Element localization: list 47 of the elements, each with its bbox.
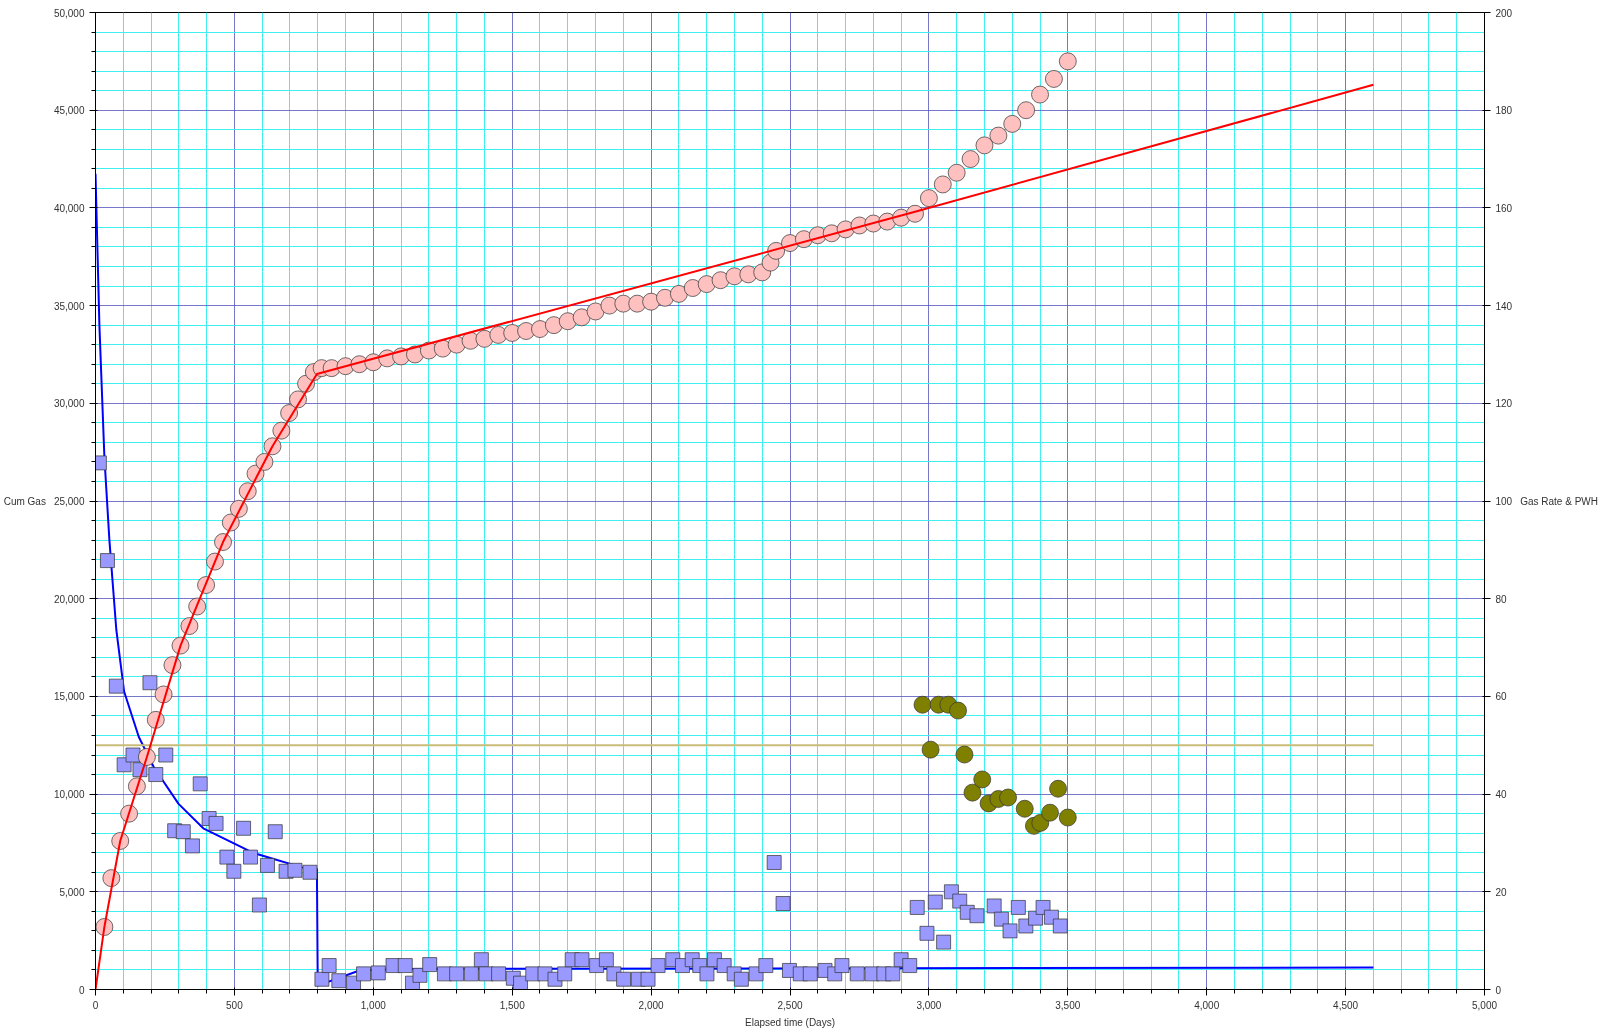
- x-tick-label: 5,000: [1471, 999, 1498, 1011]
- y2-tick-label: 40: [1495, 789, 1508, 801]
- y-tick-label: 15,000: [53, 691, 85, 703]
- x-tick-label: 2,500: [777, 999, 803, 1011]
- y-tick-label: 25,000: [53, 496, 85, 507]
- x-tick-label: 500: [226, 999, 244, 1011]
- y2-axis-title: Gas Rate & PWH: [1520, 495, 1598, 507]
- y-tick-label: 30,000: [53, 398, 85, 410]
- x-tick-label: 3,000: [916, 999, 942, 1011]
- y2-tick-label: 120: [1495, 398, 1513, 410]
- y-tick-label: 5,000: [59, 886, 85, 898]
- x-tick-label: 3,500: [1055, 999, 1081, 1011]
- y-tick-label: 35,000: [53, 300, 85, 312]
- y-tick-label: 20,000: [53, 593, 85, 605]
- point: [1015, 799, 1034, 818]
- y-tick-label: 10,000: [53, 789, 85, 801]
- y-axis-title: Cum Gas: [3, 495, 46, 507]
- x-tick-label: 1,000: [360, 999, 387, 1011]
- x-tick-label: 1,500: [499, 999, 526, 1011]
- point: [949, 701, 968, 720]
- point: [955, 745, 974, 764]
- point: [1058, 808, 1077, 827]
- point: [973, 770, 992, 789]
- point: [921, 740, 940, 759]
- y2-tick-label: 20: [1495, 886, 1508, 898]
- y2-tick-label: 80: [1495, 593, 1508, 605]
- y-tick-label: 50,000: [53, 7, 85, 19]
- x-tick-label: 0: [92, 999, 99, 1011]
- x-axis-title: Elapsed time (Days): [744, 1016, 836, 1028]
- x-tick-label: 4,500: [1333, 999, 1359, 1011]
- point: [1041, 803, 1060, 822]
- point: [1049, 779, 1068, 798]
- y-tick-label: 0: [78, 984, 85, 996]
- y2-tick-label: 140: [1495, 300, 1513, 312]
- y-tick-label: 40,000: [53, 202, 85, 214]
- y2-tick-label: 180: [1495, 105, 1513, 117]
- point: [913, 695, 932, 714]
- point: [999, 788, 1018, 807]
- y-tick-label: 45,000: [53, 105, 85, 117]
- y2-tick-label: 100: [1495, 496, 1513, 507]
- y2-tick-label: 160: [1495, 202, 1513, 214]
- x-tick-label: 4,000: [1194, 999, 1220, 1011]
- x-tick-label: 2,000: [638, 999, 665, 1011]
- y2-tick-label: 0: [1495, 984, 1502, 996]
- y2-tick-label: 60: [1495, 691, 1508, 703]
- point: [963, 783, 982, 802]
- y2-tick-label: 200: [1495, 7, 1513, 19]
